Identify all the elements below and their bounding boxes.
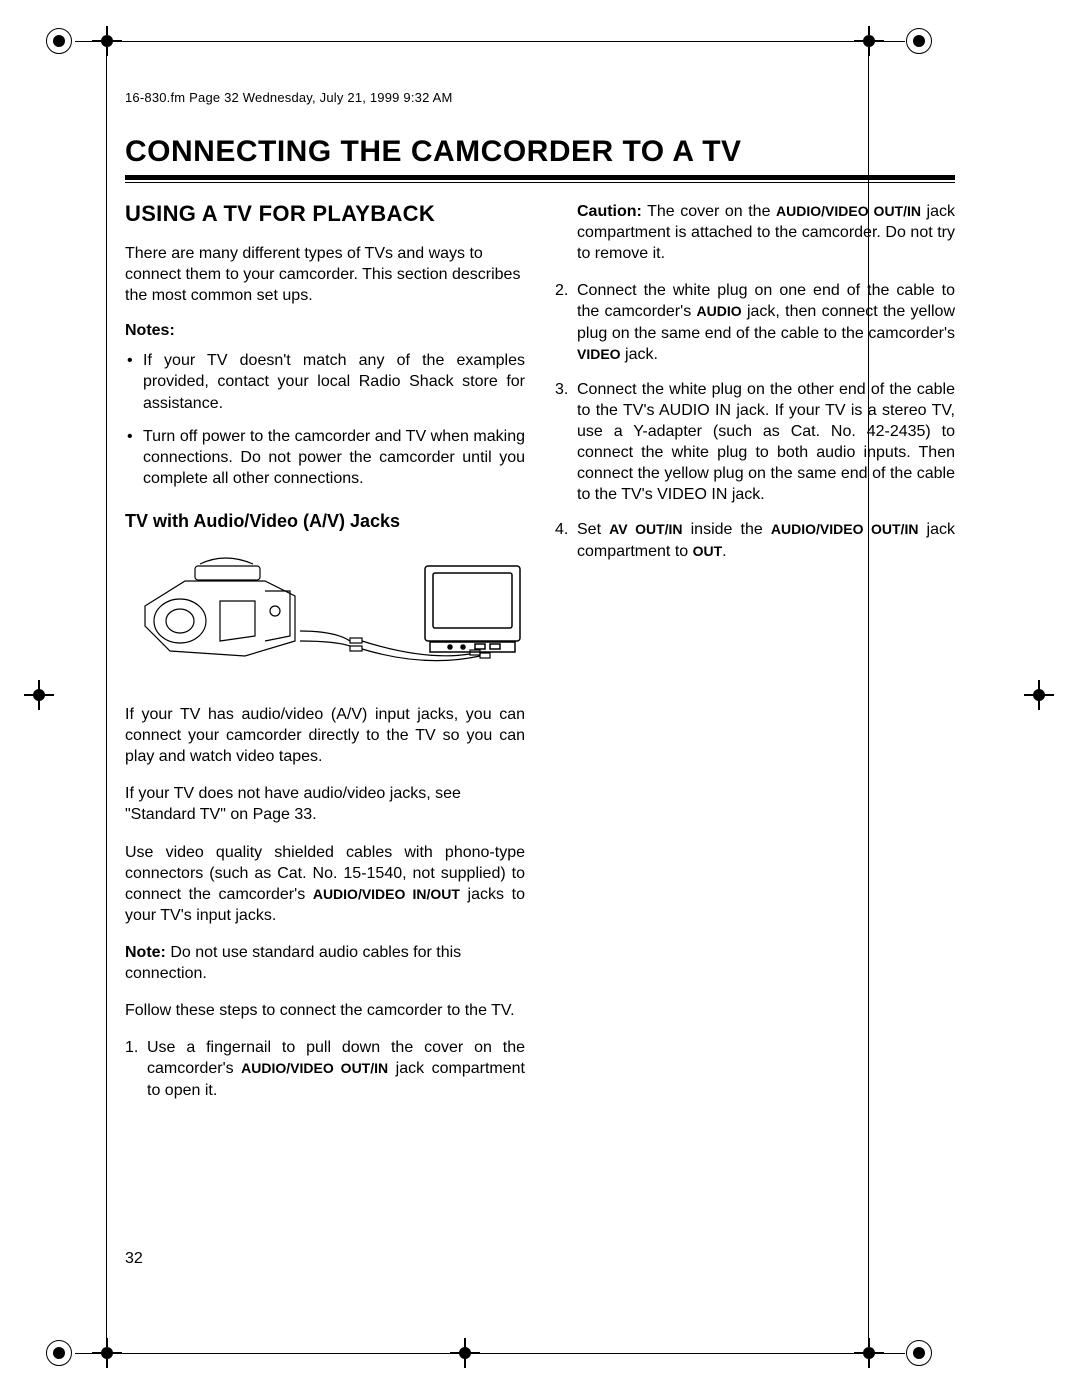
page-number: 32 bbox=[125, 1250, 143, 1268]
steps-list-left: Use a fingernail to pull down the cover … bbox=[125, 1037, 525, 1100]
crop-line-bottom bbox=[75, 1353, 905, 1354]
av-intro-paragraph: If your TV has audio/video (A/V) input j… bbox=[125, 704, 525, 767]
reg-mark-bl bbox=[46, 1340, 72, 1366]
note-item: Turn off power to the camcorder and TV w… bbox=[143, 426, 525, 489]
reg-mark-tl bbox=[46, 28, 72, 54]
step2-post: jack. bbox=[621, 346, 658, 363]
step-item: Set AV OUT/IN inside the AUDIO/VIDEO OUT… bbox=[577, 519, 955, 561]
title-rule-thin bbox=[125, 182, 955, 183]
cross-mark-ml bbox=[24, 680, 54, 710]
camcorder-tv-illustration bbox=[125, 546, 525, 686]
steps-list-right: Connect the white plug on one end of the… bbox=[555, 280, 955, 561]
left-column: USING A TV FOR PLAYBACK There are many d… bbox=[125, 201, 525, 1115]
step4-b2: AUDIO/VIDEO OUT/IN bbox=[771, 521, 919, 537]
right-column: Caution: The cover on the AUDIO/VIDEO OU… bbox=[555, 201, 955, 1115]
step4-pre: Set bbox=[577, 521, 609, 538]
caution-paragraph: Caution: The cover on the AUDIO/VIDEO OU… bbox=[555, 201, 955, 264]
step-item: Connect the white plug on one end of the… bbox=[577, 280, 955, 364]
main-title: CONNECTING THE CAMCORDER TO A TV bbox=[125, 135, 955, 169]
step4-post: . bbox=[722, 543, 726, 560]
page-content: 16-830.fm Page 32 Wednesday, July 21, 19… bbox=[125, 90, 955, 1115]
cable-text-bold: AUDIO/VIDEO IN/OUT bbox=[313, 886, 460, 902]
cross-mark-mr bbox=[1024, 680, 1054, 710]
caution-pre: The cover on the bbox=[642, 203, 776, 220]
subsection-title: TV with Audio/Video (A/V) Jacks bbox=[125, 511, 525, 532]
no-av-paragraph: If your TV does not have audio/video jac… bbox=[125, 783, 525, 825]
page-header-line: 16-830.fm Page 32 Wednesday, July 21, 19… bbox=[125, 90, 955, 105]
step-item: Use a fingernail to pull down the cover … bbox=[147, 1037, 525, 1100]
step2-b1: AUDIO bbox=[697, 303, 742, 319]
step4-mid1: inside the bbox=[683, 521, 771, 538]
notes-label: Notes: bbox=[125, 322, 525, 340]
step2-b2: VIDEO bbox=[577, 346, 621, 362]
note-item: If your TV doesn't match any of the exam… bbox=[143, 350, 525, 413]
caution-bold: AUDIO/VIDEO OUT/IN bbox=[776, 203, 921, 219]
note-text: Do not use standard audio cables for thi… bbox=[125, 944, 461, 982]
two-column-layout: USING A TV FOR PLAYBACK There are many d… bbox=[125, 201, 955, 1115]
step4-b3: OUT bbox=[693, 543, 723, 559]
reg-mark-br bbox=[906, 1340, 932, 1366]
step1-bold: AUDIO/VIDEO OUT/IN bbox=[241, 1060, 388, 1076]
note-paragraph: Note: Do not use standard audio cables f… bbox=[125, 942, 525, 984]
section-title: USING A TV FOR PLAYBACK bbox=[125, 201, 525, 227]
caution-label: Caution: bbox=[577, 203, 642, 220]
title-rule-thick bbox=[125, 175, 955, 180]
reg-mark-tr bbox=[906, 28, 932, 54]
step4-b1: AV OUT/IN bbox=[609, 521, 682, 537]
crop-line-top bbox=[75, 41, 905, 42]
cable-paragraph: Use video quality shielded cables with p… bbox=[125, 842, 525, 926]
crop-line-left bbox=[106, 30, 107, 1365]
follow-steps-paragraph: Follow these steps to connect the camcor… bbox=[125, 1000, 525, 1021]
note-label: Note: bbox=[125, 944, 166, 961]
step-item: Connect the white plug on the other end … bbox=[577, 379, 955, 506]
notes-list: If your TV doesn't match any of the exam… bbox=[125, 350, 525, 489]
intro-paragraph: There are many different types of TVs an… bbox=[125, 243, 525, 306]
